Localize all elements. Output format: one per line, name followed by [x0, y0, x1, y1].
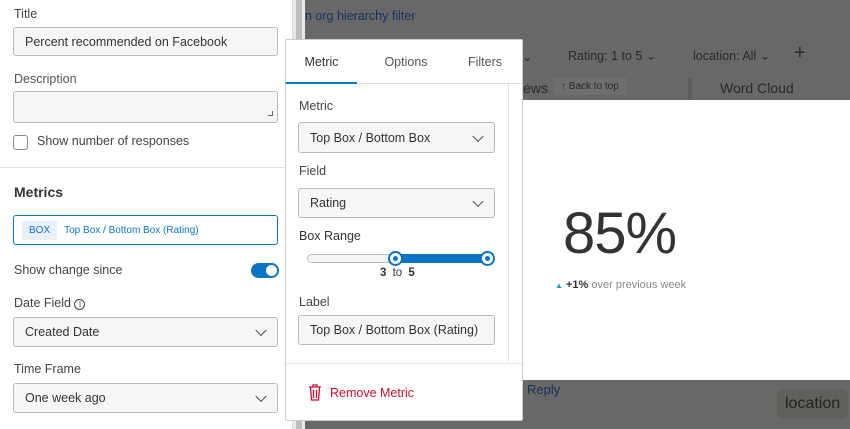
remove-metric-button[interactable]: Remove Metric — [308, 384, 414, 401]
range-to: to — [392, 267, 403, 279]
range-high: 5 — [408, 267, 415, 279]
range-low: 3 — [380, 267, 387, 279]
back-to-top-button[interactable]: ↑ Back to top — [553, 78, 627, 95]
slider-handle-low[interactable] — [388, 251, 403, 266]
big-value: 85% — [563, 201, 677, 266]
date-field-select[interactable]: Created Date — [13, 317, 278, 347]
filter-location[interactable]: location: All ⌄ — [693, 48, 770, 63]
change-value: +1% — [565, 279, 589, 291]
metric-widget-card: ok 85% ▲ +1% over previous week — [505, 100, 850, 380]
chevron-down-icon — [255, 390, 267, 403]
field-select[interactable]: Rating — [298, 188, 495, 218]
metric-label: Metric — [299, 99, 334, 113]
description-textarea[interactable] — [13, 91, 278, 123]
filter-rating-label: Rating: 1 to 5 — [568, 49, 643, 63]
time-frame-select[interactable]: One week ago — [13, 383, 278, 413]
org-hierarchy-filter-link[interactable]: n org hierarchy filter — [305, 9, 416, 23]
field-label: Field — [299, 164, 327, 178]
chevron-down-icon: ⌄ — [645, 49, 657, 63]
filter-rating[interactable]: Rating: 1 to 5 ⌄ — [568, 48, 656, 63]
divider — [286, 363, 522, 364]
metric-badge: BOX — [22, 220, 58, 240]
resize-handle-icon[interactable] — [268, 111, 273, 116]
description-label: Description — [14, 72, 77, 86]
location-chip[interactable]: location — [777, 389, 849, 419]
chevron-down-icon — [472, 130, 484, 142]
box-range-label: Box Range — [299, 229, 361, 243]
metrics-heading: Metrics — [14, 184, 64, 200]
box-range-value: 3 to 5 — [380, 267, 415, 279]
show-responses-label: Show number of responses — [37, 134, 190, 148]
field-value: Rating — [310, 196, 347, 210]
info-icon[interactable]: i — [74, 299, 86, 310]
change-text: over previous week — [591, 279, 687, 291]
show-change-label: Show change since — [14, 263, 123, 277]
widget-editor-panel: Title Percent recommended on Facebook De… — [0, 0, 292, 429]
date-field-label: Date Field i — [14, 296, 86, 310]
tab-metric[interactable]: Metric — [304, 55, 339, 69]
metric-chip[interactable]: BOX Top Box / Bottom Box (Rating) — [13, 215, 278, 245]
remove-metric-label: Remove Metric — [330, 385, 415, 400]
show-responses-checkbox[interactable] — [13, 135, 28, 150]
date-field-value: Created Date — [25, 325, 100, 339]
widget-header-reviews: iews — [520, 80, 549, 96]
divider — [0, 167, 292, 168]
metric-select[interactable]: Top Box / Bottom Box — [298, 122, 495, 153]
metric-popover: Metric Options Filters Metric Top Box / … — [285, 39, 523, 421]
trend-up-icon: ▲ — [555, 281, 563, 290]
trash-icon — [309, 384, 321, 401]
active-tab-indicator — [286, 82, 357, 84]
change-indicator: ▲ +1% over previous week — [555, 279, 686, 291]
tab-divider — [286, 83, 522, 84]
time-frame-label: Time Frame — [14, 362, 81, 376]
show-change-toggle[interactable] — [251, 263, 279, 278]
widget-header-word-cloud: Word Cloud — [720, 80, 794, 96]
tab-options[interactable]: Options — [384, 55, 428, 69]
metric-value: Top Box / Bottom Box — [310, 130, 431, 145]
chevron-down-icon — [255, 324, 267, 337]
slider-handle-high[interactable] — [480, 251, 495, 266]
chevron-down-icon: ⌄ — [759, 49, 771, 63]
slider-fill — [395, 254, 487, 263]
inner-scrollbar[interactable] — [508, 84, 509, 364]
metric-chip-label: Top Box / Bottom Box (Rating) — [64, 224, 199, 236]
filter-chevron-icon[interactable]: ⌄ — [522, 50, 533, 64]
time-frame-value: One week ago — [25, 391, 106, 405]
chevron-down-icon — [472, 195, 484, 208]
label-input[interactable]: Top Box / Bottom Box (Rating) — [298, 315, 495, 345]
date-field-label-text: Date Field — [14, 296, 71, 310]
box-range-slider[interactable] — [307, 251, 495, 266]
tab-filters[interactable]: Filters — [467, 55, 503, 69]
title-input[interactable]: Percent recommended on Facebook — [13, 27, 278, 56]
add-filter-icon[interactable]: + — [794, 42, 806, 64]
filter-location-label: location: All — [693, 49, 757, 63]
reply-link[interactable]: Reply — [527, 382, 561, 397]
label-label: Label — [299, 295, 330, 309]
title-label: Title — [14, 7, 38, 21]
